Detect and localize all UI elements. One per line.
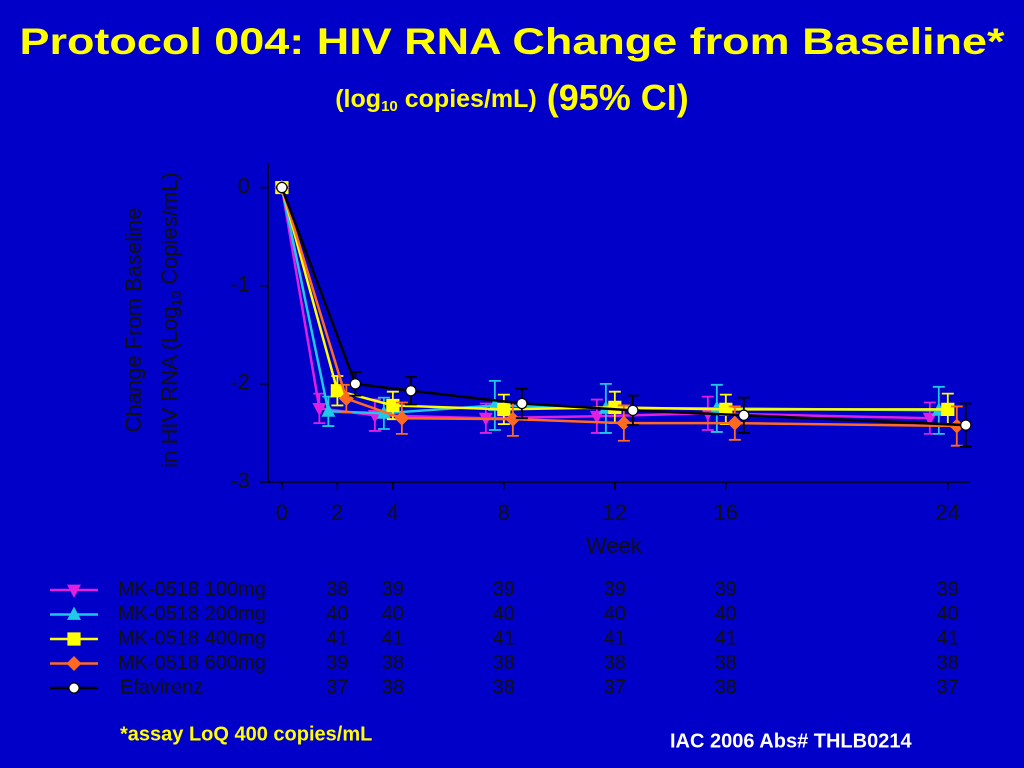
marker (960, 419, 972, 431)
x-tick-label: 2 (331, 500, 343, 525)
n-count: 41 (604, 627, 626, 649)
n-count: 41 (937, 627, 959, 649)
n-count: 39 (326, 652, 348, 674)
marker (394, 410, 410, 426)
marker (68, 682, 80, 694)
marker (727, 415, 743, 431)
marker (312, 402, 327, 417)
marker (616, 415, 632, 431)
n-count: 39 (493, 578, 515, 600)
legend-label: Efavirenz (120, 676, 203, 698)
n-count: 39 (715, 578, 737, 600)
y-label-part: in HIV RNA (Log (157, 306, 182, 467)
marker (276, 181, 288, 194)
marker (516, 397, 528, 410)
n-count: 39 (382, 578, 404, 600)
subtitle-subscript: 10 (381, 98, 398, 115)
y-axis-title-line: Change From Baseline (121, 207, 146, 432)
footnote: *assay LoQ 400 copies/mL (120, 723, 372, 745)
y-axis-title: Change From Baseline in HIV RNA (Log10 Co… (121, 172, 184, 467)
n-count: 40 (937, 603, 959, 625)
x-tick-label: 24 (936, 500, 960, 525)
legend-label: MK-0518 400mg (118, 627, 266, 649)
n-count: 40 (493, 603, 515, 625)
marker (405, 385, 417, 397)
subtitle-ci: (95% CI) (547, 77, 689, 118)
n-count: 38 (493, 676, 515, 698)
n-count: 38 (715, 652, 737, 674)
marker (67, 606, 81, 620)
y-axis-title-line: in HIV RNA (Log10 Copies/mL) (157, 172, 184, 467)
slide-title: Protocol 004: HIV RNA Change from Baseli… (20, 21, 1006, 62)
legend-label: MK-0518 100mg (118, 578, 266, 600)
y-label-part: Copies/mL) (157, 172, 182, 284)
n-count: 40 (715, 603, 737, 625)
marker (505, 411, 521, 427)
x-tick-label: 0 (276, 500, 288, 525)
subtitle-part: (log (335, 85, 381, 113)
x-axis-title: Week (586, 533, 643, 558)
n-count: 37 (604, 676, 626, 698)
n-count: 38 (326, 578, 348, 600)
n-count: 39 (604, 578, 626, 600)
n-count: 40 (604, 603, 626, 625)
legend-label: MK-0518 600mg (118, 652, 266, 674)
n-count: 40 (382, 603, 404, 625)
n-count: 40 (326, 603, 348, 625)
source: IAC 2006 Abs# THLB0214 (670, 730, 912, 752)
marker (67, 584, 81, 598)
marker (627, 404, 639, 417)
n-count: 38 (604, 652, 626, 674)
n-count: 38 (493, 652, 515, 674)
marker (67, 632, 81, 646)
n-count: 38 (715, 676, 737, 698)
marker (589, 410, 604, 425)
marker (349, 378, 362, 390)
marker (321, 403, 336, 417)
n-count: 41 (326, 627, 348, 649)
marker (386, 398, 400, 413)
x-tick-label: 12 (603, 500, 627, 525)
y-tick-label: -2 (230, 370, 250, 395)
n-count: 39 (937, 578, 959, 600)
n-count: 37 (937, 676, 959, 698)
x-tick-label: 16 (714, 500, 738, 525)
y-tick-label: 0 (238, 173, 250, 198)
y-label-subscript: 10 (168, 291, 184, 307)
subtitle-part: copies/mL) (405, 85, 537, 113)
y-tick-label: -3 (230, 468, 250, 493)
n-count: 38 (937, 652, 959, 674)
marker (941, 402, 955, 416)
x-tick-label: 8 (498, 500, 510, 525)
n-count: 41 (382, 627, 404, 649)
x-tick-label: 4 (387, 500, 399, 525)
marker (497, 402, 511, 416)
marker (738, 409, 750, 421)
n-count: 38 (382, 652, 404, 674)
slide-subtitle: (log10 copies/mL) (95% CI) (335, 77, 689, 118)
y-tick-label: -1 (230, 272, 250, 297)
marker (66, 656, 82, 671)
legend-label: MK-0518 200mg (118, 603, 266, 625)
n-count: 38 (382, 676, 404, 698)
n-count: 37 (326, 676, 348, 698)
marker (608, 400, 622, 415)
n-count: 41 (493, 627, 515, 649)
n-count: 41 (715, 627, 737, 649)
marker (922, 412, 937, 427)
